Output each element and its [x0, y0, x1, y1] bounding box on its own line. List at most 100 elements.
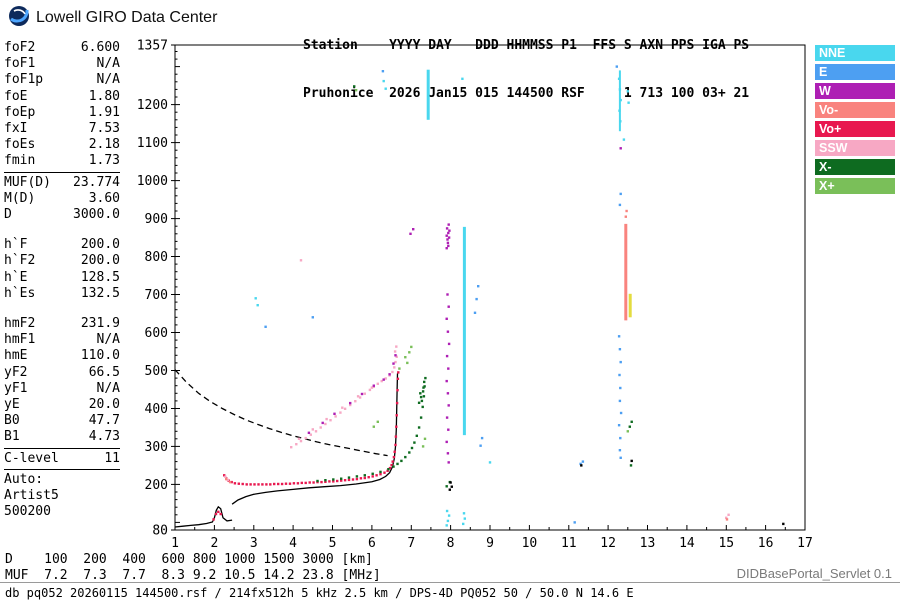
param-label: D: [4, 207, 12, 223]
param-value: N/A: [96, 56, 120, 72]
param-label: yF1: [4, 380, 28, 396]
svg-text:600: 600: [145, 326, 168, 341]
param-separator: [4, 171, 120, 173]
svg-text:10: 10: [522, 536, 538, 551]
param-value: 1.80: [88, 88, 120, 104]
param-row-hmf1: hmF1 N/A: [4, 332, 120, 348]
param-label: foF1: [4, 56, 36, 72]
svg-text:1200: 1200: [137, 98, 168, 113]
giro-logo-icon: [8, 5, 30, 31]
svg-text:14: 14: [679, 536, 695, 551]
svg-text:13: 13: [640, 536, 656, 551]
param-separator: [4, 468, 120, 470]
muf-row: MUF 7.2 7.3 7.7 8.3 9.2 10.5 14.2 23.8 […: [5, 568, 381, 583]
param-row-hme: hmE 110.0: [4, 348, 120, 364]
param-value: 200.0: [80, 253, 120, 269]
param-value: 231.9: [80, 316, 120, 332]
param-row-foep: foEp 1.91: [4, 105, 120, 121]
svg-text:800: 800: [145, 250, 168, 265]
param-row-hf2: h`F2 200.0: [4, 253, 120, 269]
param-label: foEs: [4, 137, 36, 153]
svg-text:16: 16: [758, 536, 774, 551]
param-value: 23.774: [73, 174, 120, 190]
param-label: Artist5: [4, 488, 59, 504]
param-row-artist5: Artist5: [4, 488, 120, 504]
param-label: fxI: [4, 121, 28, 137]
param-row-b0: B0 47.7: [4, 413, 120, 429]
param-value: N/A: [96, 332, 120, 348]
param-value: N/A: [96, 380, 120, 396]
svg-text:12: 12: [600, 536, 616, 551]
param-row-fof1: foF1 N/A: [4, 56, 120, 72]
param-label: hmF2: [4, 316, 36, 332]
legend-item-x: X+: [815, 178, 895, 194]
param-label: M(D): [4, 190, 36, 206]
param-label: h`Es: [4, 285, 36, 301]
echo-type-legend: NNE E W Vo- Vo+ SSW X- X+: [815, 45, 895, 197]
param-label: h`F: [4, 237, 28, 253]
param-value: 1.91: [88, 104, 120, 120]
param-label: B1: [4, 429, 20, 445]
param-value: 7.53: [88, 121, 120, 137]
param-row-hmf2: hmF2 231.9: [4, 316, 120, 332]
svg-text:1100: 1100: [137, 136, 168, 151]
param-value: 3000.0: [73, 207, 120, 223]
param-value: 20.0: [88, 397, 120, 413]
param-row-b1: B1 4.73: [4, 429, 120, 445]
legend-item-ssw: SSW: [815, 140, 895, 156]
param-value: 1.73: [88, 153, 120, 169]
param-row-d: D 3000.0: [4, 207, 120, 223]
svg-text:8: 8: [447, 536, 455, 551]
param-label: hmF1: [4, 332, 36, 348]
svg-text:6: 6: [368, 536, 376, 551]
svg-text:1: 1: [171, 536, 179, 551]
svg-text:1357: 1357: [137, 39, 168, 54]
param-label: C-level: [4, 450, 59, 466]
param-label: B0: [4, 413, 20, 429]
param-value: 47.7: [88, 413, 120, 429]
param-label: foE: [4, 88, 28, 104]
param-row-fof2: foF2 6.600: [4, 40, 120, 56]
svg-text:900: 900: [145, 212, 168, 227]
svg-text:400: 400: [145, 402, 168, 417]
svg-text:5: 5: [329, 536, 337, 551]
param-row-fof1p: foF1p N/A: [4, 72, 120, 88]
param-value: 4.73: [88, 429, 120, 445]
param-separator: [4, 447, 120, 449]
param-row-hf: h`F 200.0: [4, 237, 120, 253]
param-row-mufd: MUF(D) 23.774: [4, 175, 120, 191]
param-row-fmin: fmin 1.73: [4, 153, 120, 169]
legend-item-x: X-: [815, 159, 895, 175]
param-row-fxi: fxI 7.53: [4, 121, 120, 137]
param-value: 3.60: [88, 190, 120, 206]
svg-text:80: 80: [152, 524, 168, 539]
param-label: foEp: [4, 104, 36, 120]
svg-text:15: 15: [718, 536, 734, 551]
param-row-ye: yE 20.0: [4, 397, 120, 413]
svg-text:3: 3: [250, 536, 258, 551]
legend-item-e: E: [815, 64, 895, 80]
svg-text:17: 17: [797, 536, 813, 551]
param-row-yf1: yF1 N/A: [4, 381, 120, 397]
param-row-hes: h`Es 132.5: [4, 286, 120, 302]
param-label: Auto:: [4, 471, 44, 487]
param-label: 500200: [4, 504, 51, 520]
param-label: foF1p: [4, 72, 44, 88]
legend-item-vo: Vo-: [815, 102, 895, 118]
lowell-giro-logo: Lowell GIRO Data Center: [8, 5, 217, 31]
param-value: 110.0: [80, 348, 120, 364]
svg-text:7: 7: [407, 536, 415, 551]
svg-text:500: 500: [145, 364, 168, 379]
param-row-he: h`E 128.5: [4, 270, 120, 286]
record-info: db pq052 20260115 144500.rsf / 214fx512h…: [5, 586, 634, 600]
svg-text:700: 700: [145, 288, 168, 303]
param-value: 200.0: [80, 237, 120, 253]
param-row-auto: Auto:: [4, 472, 120, 488]
param-label: h`F2: [4, 253, 36, 269]
svg-text:2: 2: [210, 536, 218, 551]
svg-text:200: 200: [145, 478, 168, 493]
footer-separator: [0, 582, 900, 583]
svg-text:9: 9: [486, 536, 494, 551]
legend-item-nne: NNE: [815, 45, 895, 61]
